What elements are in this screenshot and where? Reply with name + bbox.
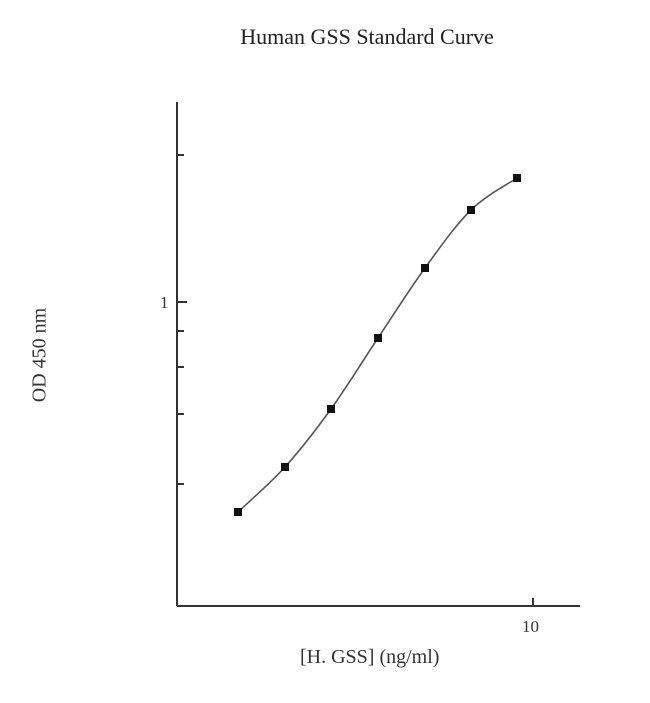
standard-curve — [237, 177, 518, 513]
data-point-marker — [281, 463, 289, 471]
data-point-marker — [513, 174, 521, 182]
chart-title: Human GSS Standard Curve — [240, 24, 494, 49]
data-points — [234, 174, 521, 516]
y-tick-label-1: 1 — [160, 293, 169, 312]
x-axis-label: [H. GSS] (ng/ml) — [300, 646, 440, 668]
data-point-marker — [327, 405, 335, 413]
data-point-marker — [234, 508, 242, 516]
data-point-marker — [421, 264, 429, 272]
y-ticks — [177, 154, 187, 485]
data-point-marker — [374, 334, 382, 342]
x-tick-label-10: 10 — [522, 617, 539, 636]
data-point-marker — [467, 206, 475, 214]
